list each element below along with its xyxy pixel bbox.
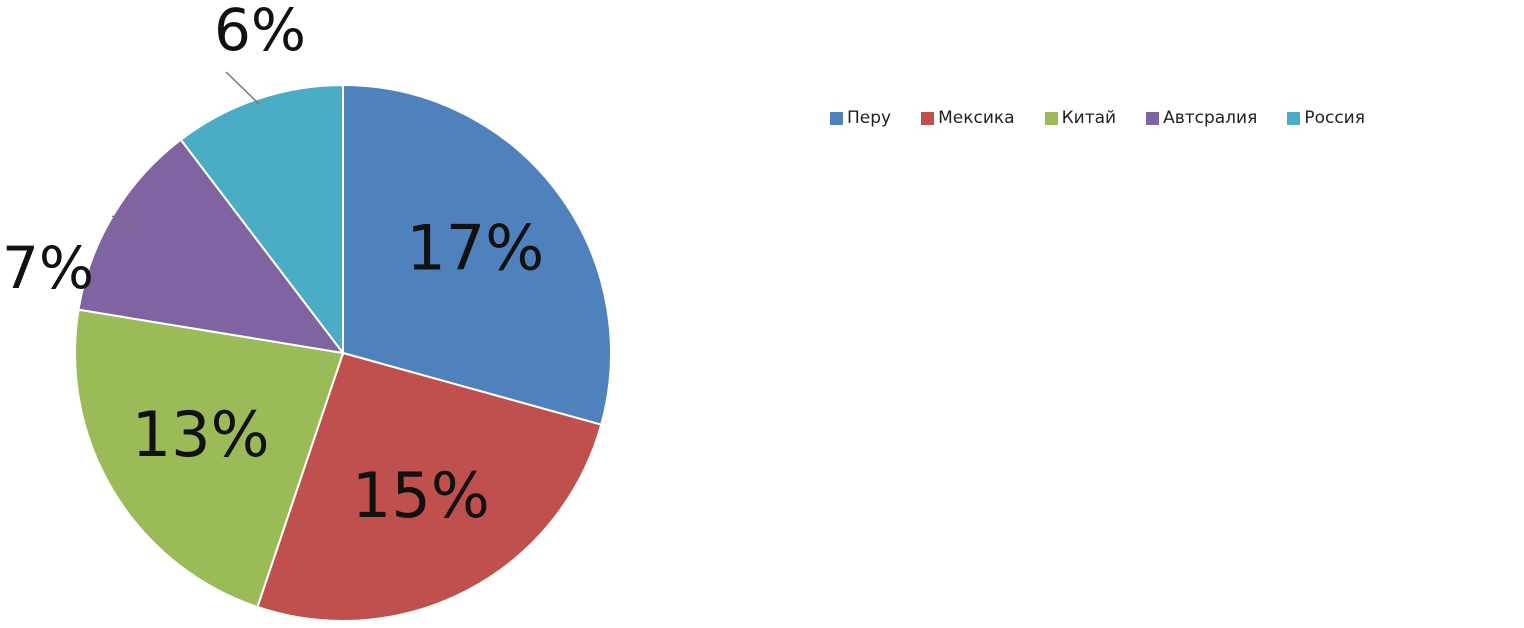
legend-label: Мексика xyxy=(938,108,1015,128)
slice-china xyxy=(74,308,345,609)
legend-label: Китай xyxy=(1061,108,1117,128)
legend-item-china: Китай xyxy=(1044,108,1117,128)
data-labels: 17% 15% 13% 7% 6% xyxy=(2,0,544,532)
label-peru: 17% xyxy=(406,212,544,285)
slice-peru xyxy=(342,83,612,426)
leader-line xyxy=(225,71,260,105)
legend-swatch xyxy=(830,111,843,125)
legend: Перу Мексика Китай Автсралия Россия xyxy=(830,108,1365,128)
legend-item-australia: Автсралия xyxy=(1146,108,1257,128)
label-mexico: 15% xyxy=(352,459,490,532)
legend-swatch xyxy=(1287,111,1301,125)
slice-mexico xyxy=(256,351,603,622)
legend-item-peru: Перу xyxy=(830,108,891,128)
label-russia: 6% xyxy=(214,0,306,64)
legend-item-russia: Россия xyxy=(1287,108,1365,128)
pie-slices xyxy=(74,83,612,622)
legend-swatch xyxy=(1146,111,1160,125)
legend-item-mexico: Мексика xyxy=(921,108,1015,128)
slice-australia xyxy=(77,138,346,355)
legend-swatch xyxy=(1044,111,1058,125)
label-china: 13% xyxy=(132,398,270,471)
legend-label: Россия xyxy=(1304,108,1365,128)
legend-label: Перу xyxy=(847,108,892,128)
slice-russia xyxy=(179,83,344,356)
label-australia: 7% xyxy=(2,234,94,302)
legend-label: Автсралия xyxy=(1163,108,1258,128)
leader-line xyxy=(111,215,137,230)
leader-lines xyxy=(111,71,260,230)
legend-swatch xyxy=(921,111,935,125)
